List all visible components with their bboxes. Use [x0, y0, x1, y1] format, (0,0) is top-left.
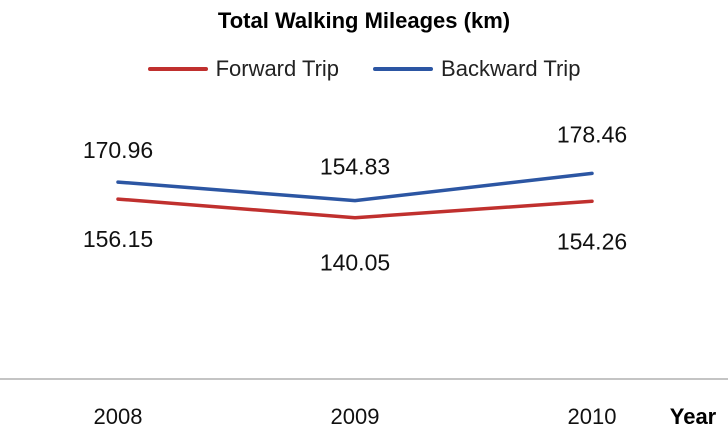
- x-tick-label-2009: 2009: [331, 404, 380, 429]
- data-label-0-0: 156.15: [83, 226, 153, 252]
- x-tick-labels: 2008 2009 2010: [94, 404, 617, 429]
- legend-swatch-forward: [147, 67, 208, 71]
- chart-title: Total Walking Mileages (km): [217, 8, 511, 33]
- x-tick-label-2008: 2008: [94, 404, 143, 429]
- legend-label-backward: Backward Trip: [441, 56, 581, 81]
- series-line-1: [116, 171, 594, 203]
- data-label-1-2: 178.46: [557, 121, 627, 147]
- x-axis-title: Year: [670, 404, 717, 429]
- series-lines: [116, 171, 594, 220]
- data-label-1-1: 154.83: [320, 154, 390, 180]
- data-label-0-2: 154.26: [557, 228, 627, 254]
- legend-swatch-backward: [373, 67, 434, 71]
- data-label-1-0: 170.96: [83, 137, 153, 163]
- legend: Forward Trip Backward Trip: [0, 56, 728, 82]
- series-line-0: [116, 197, 594, 220]
- legend-label-forward: Forward Trip: [215, 56, 340, 81]
- legend-item-forward: Forward Trip: [147, 56, 340, 82]
- data-label-0-1: 140.05: [320, 250, 390, 276]
- data-labels: 156.15 140.05 154.26 170.96 154.83 178.46: [83, 121, 627, 275]
- legend-item-backward: Backward Trip: [373, 56, 580, 82]
- x-tick-label-2010: 2010: [568, 404, 617, 429]
